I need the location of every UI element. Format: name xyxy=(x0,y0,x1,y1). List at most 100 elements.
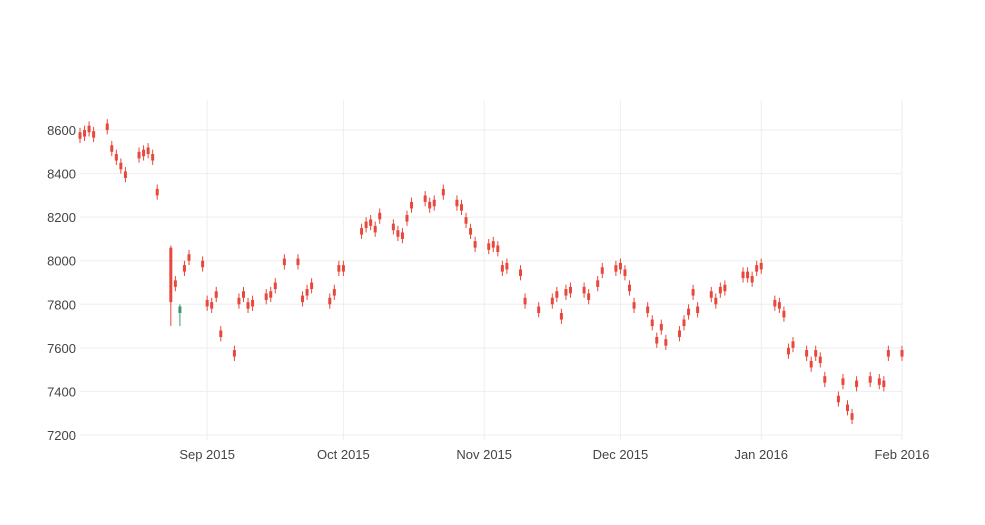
candle-body xyxy=(310,282,314,290)
candle-body xyxy=(378,212,382,220)
candle-body xyxy=(328,297,332,305)
candle-body xyxy=(396,230,400,237)
candle-body xyxy=(855,380,859,388)
y-tick-label: 7800 xyxy=(47,297,76,312)
candle-body xyxy=(205,299,209,307)
candle-body xyxy=(83,130,87,137)
candle-body xyxy=(818,356,822,364)
candle-body xyxy=(428,201,432,209)
candle-body xyxy=(246,302,250,309)
y-tick-label: 7200 xyxy=(47,428,76,443)
candle-body xyxy=(759,262,763,270)
candle-body xyxy=(305,289,309,296)
candle-body xyxy=(746,271,750,279)
candle-body xyxy=(505,262,509,270)
candle-body xyxy=(423,195,427,202)
candle-body xyxy=(559,313,563,320)
candle-body xyxy=(201,260,205,268)
candle-body xyxy=(110,145,114,152)
candle-body xyxy=(114,154,118,161)
candle-body xyxy=(410,201,414,209)
x-tick-label: Jan 2016 xyxy=(734,447,788,462)
candle-body xyxy=(464,217,468,224)
candle-body xyxy=(900,350,904,357)
candle-body xyxy=(777,302,781,309)
candle-body xyxy=(718,286,722,294)
candle-body xyxy=(773,299,777,307)
candle-body xyxy=(723,284,727,292)
candle-body xyxy=(691,289,695,296)
candle-body xyxy=(473,241,477,248)
candle-body xyxy=(696,306,700,314)
candle-body xyxy=(214,291,218,298)
candle-body xyxy=(836,395,840,403)
candle-body xyxy=(809,360,813,368)
candle-body xyxy=(882,380,886,388)
candle-body xyxy=(791,341,795,348)
candle-body xyxy=(251,299,255,307)
x-tick-label: Sep 2015 xyxy=(179,447,235,462)
candle-body xyxy=(87,125,91,133)
candle-body xyxy=(886,350,890,357)
candle-body xyxy=(332,289,336,296)
candle-body xyxy=(337,265,341,272)
candle-body xyxy=(400,232,404,239)
x-tick-label: Oct 2015 xyxy=(317,447,370,462)
candle-body xyxy=(600,267,604,274)
candle-body xyxy=(273,282,277,290)
candle-body xyxy=(360,228,364,235)
candle-body xyxy=(137,151,141,159)
candle-body xyxy=(491,241,495,248)
candle-body xyxy=(823,376,827,383)
candle-body xyxy=(432,199,436,207)
candle-body xyxy=(659,323,663,331)
candle-body xyxy=(296,258,300,266)
y-tick-label: 8400 xyxy=(47,167,76,182)
candle-body xyxy=(714,297,718,305)
candle-body xyxy=(523,297,527,305)
candle-body xyxy=(169,247,173,303)
candle-body xyxy=(687,308,691,316)
candle-body xyxy=(555,291,559,298)
candle-body xyxy=(786,347,790,355)
candle-body xyxy=(550,297,554,305)
candle-body xyxy=(782,310,786,318)
y-tick-label: 8000 xyxy=(47,254,76,269)
candle-body xyxy=(677,330,681,337)
candle-body xyxy=(469,228,473,235)
candle-body xyxy=(582,286,586,294)
candle-body xyxy=(237,297,241,305)
y-tick-label: 7400 xyxy=(47,384,76,399)
candle-body xyxy=(364,221,368,229)
candle-body xyxy=(151,154,155,161)
x-tick-label: Feb 2016 xyxy=(875,447,930,462)
candle-body xyxy=(264,293,268,300)
candle-body xyxy=(596,280,600,287)
x-tick-label: Nov 2015 xyxy=(456,447,512,462)
candle-body xyxy=(219,330,223,337)
candle-body xyxy=(241,291,245,298)
candle-body xyxy=(564,289,568,296)
candle-body xyxy=(155,188,159,196)
candle-body xyxy=(568,286,572,294)
candle-body xyxy=(142,149,146,157)
x-tick-label: Dec 2015 xyxy=(593,447,649,462)
candle-body xyxy=(123,171,127,178)
y-tick-label: 8200 xyxy=(47,210,76,225)
candle-body xyxy=(519,269,523,276)
candle-body xyxy=(537,306,541,314)
candle-body xyxy=(664,339,668,346)
candle-body xyxy=(682,319,686,327)
candle-body xyxy=(496,245,500,253)
candle-body xyxy=(341,265,345,272)
candle-body xyxy=(105,123,109,131)
candle-body xyxy=(632,302,636,309)
candle-body xyxy=(78,132,82,139)
candle-body xyxy=(500,265,504,272)
candle-body xyxy=(841,378,845,385)
candle-body xyxy=(709,291,713,298)
candle-body xyxy=(455,199,459,207)
candle-body xyxy=(391,223,395,231)
candle-body xyxy=(850,413,854,420)
